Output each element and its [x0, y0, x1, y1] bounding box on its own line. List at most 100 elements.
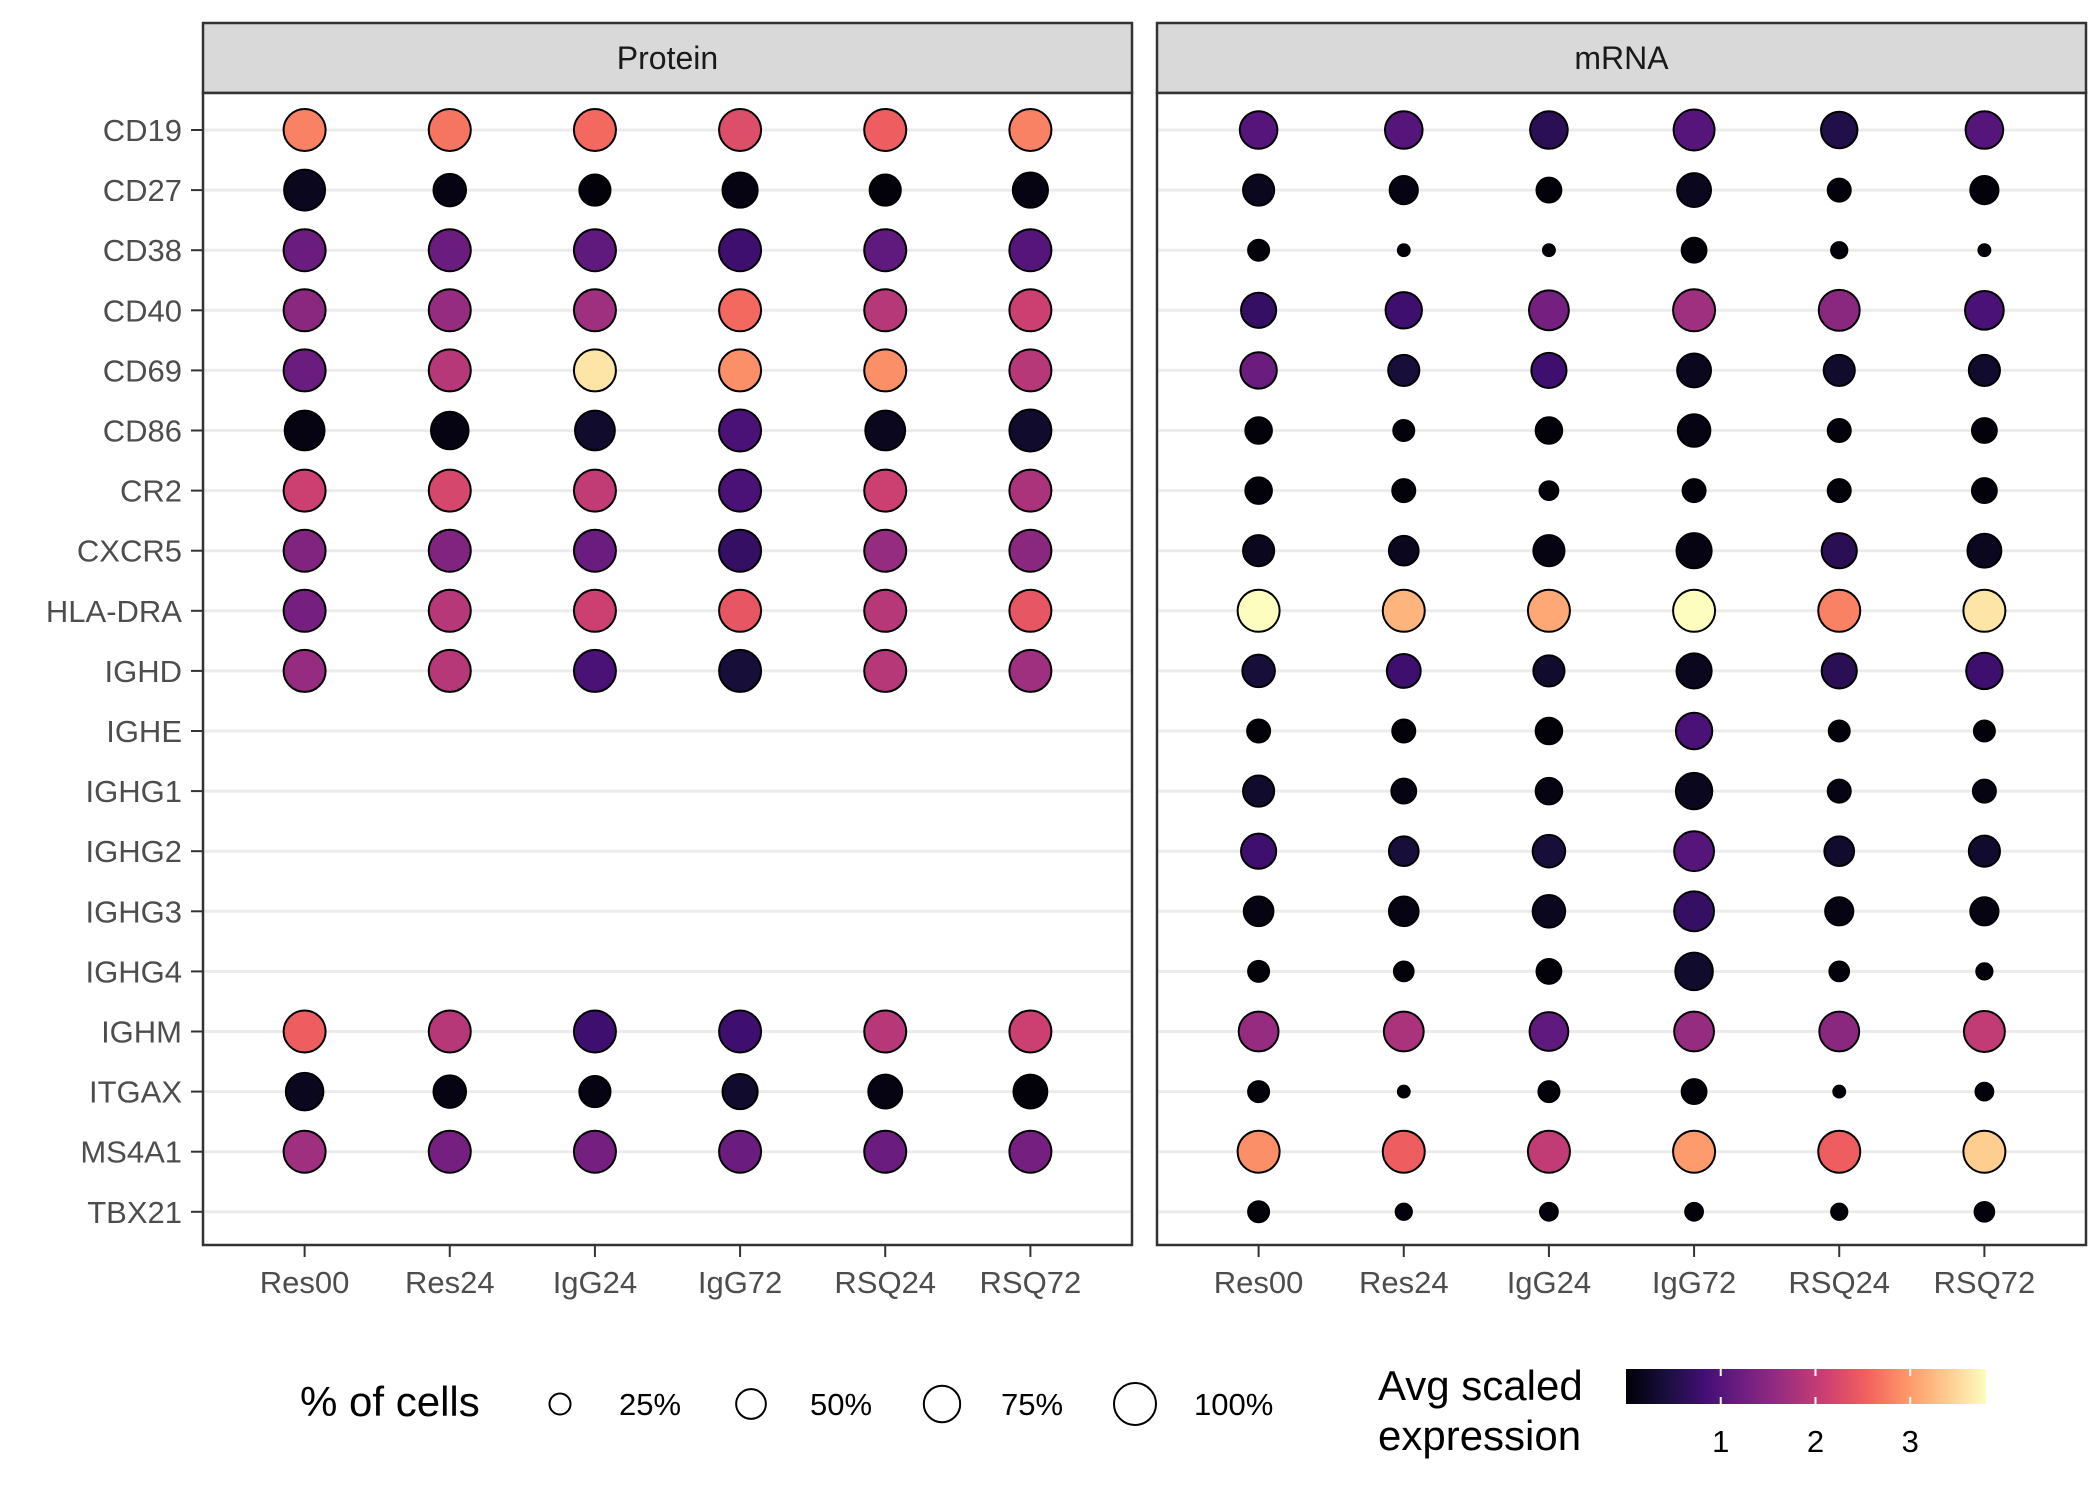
y-tick-label: CD40	[103, 293, 182, 328]
size-legend: % of cells 25% 50% 75% 100%	[300, 1378, 1273, 1426]
dot-mrna-cd38-rsq72	[1977, 243, 1992, 258]
dot-mrna-cxcr5-rsq72	[1966, 532, 2003, 569]
panel-mrna-plot-area	[1155, 91, 2088, 1247]
dot-protein-cd86-res24	[429, 410, 470, 451]
dot-mrna-ighg3-rsq72	[1969, 896, 2000, 927]
size-legend-circle	[922, 1384, 962, 1424]
dot-protein-cr2-rsq72	[1008, 468, 1053, 513]
dot-protein-itgax-rsq72	[1012, 1073, 1049, 1110]
size-legend-items: 25% 50% 75% 100%	[548, 1382, 1273, 1426]
dot-mrna-ighm-igg24	[1528, 1011, 1570, 1052]
dot-mrna-ighg4-igg24	[1535, 957, 1563, 985]
dot-protein-cd40-res00	[282, 288, 327, 333]
dot-mrna-ighm-res24	[1382, 1010, 1425, 1053]
dot-protein-itgax-rsq24	[867, 1073, 904, 1110]
dot-mrna-tbx21-igg72	[1684, 1201, 1704, 1222]
dot-mrna-cd19-res24	[1383, 110, 1424, 150]
color-legend-title-line2: expression	[1378, 1412, 1581, 1459]
dot-mrna-itgax-rsq72	[1974, 1081, 1995, 1102]
y-tick-label: CR2	[120, 474, 182, 509]
dot-mrna-cr2-res24	[1391, 478, 1417, 504]
y-tick-label: HLA-DRA	[46, 594, 182, 629]
y-tick-label: IGHD	[105, 654, 183, 689]
dot-mrna-ighg4-res00	[1247, 959, 1271, 983]
dot-protein-cd38-igg72	[718, 228, 763, 273]
y-axis-gene-labels: TBX21 MS4A1 ITGAX IGHM IGHG4 IGHG3 IGHG2 IGHG1 I…	[46, 113, 203, 1230]
dot-protein-hla-dra-res24	[427, 588, 472, 633]
size-legend-circle	[548, 1392, 572, 1416]
dot-mrna-ighg1-res00	[1242, 774, 1276, 808]
dot-protein-ms4a1-rsq72	[1008, 1129, 1053, 1174]
dot-mrna-cr2-igg72	[1681, 478, 1707, 504]
dot-mrna-cd86-igg24	[1534, 416, 1564, 445]
dot-protein-cd19-rsq72	[1008, 108, 1053, 152]
y-tick-label: MS4A1	[80, 1135, 182, 1170]
size-legend-label: 75%	[1001, 1387, 1063, 1422]
dot-protein-cd27-rsq24	[868, 173, 902, 207]
dot-protein-cd69-res24	[427, 348, 472, 393]
y-tick-label: CXCR5	[77, 534, 182, 569]
dot-protein-hla-dra-rsq72	[1008, 588, 1053, 633]
dot-mrna-cr2-igg24	[1538, 480, 1560, 501]
dot-mrna-ighg3-res24	[1387, 895, 1420, 928]
dot-mrna-ighg3-rsq24	[1824, 896, 1855, 927]
dot-mrna-tbx21-res00	[1247, 1200, 1271, 1224]
dot-mrna-ighm-rsq24	[1818, 1010, 1861, 1053]
panel-protein-x-tick-labels: Res00 Res24 IgG24 IgG72 RSQ24 RSQ72	[260, 1265, 1081, 1300]
dot-mrna-itgax-res00	[1247, 1080, 1271, 1104]
dot-mrna-cr2-rsq72	[1970, 477, 1998, 505]
panel-protein-dots	[282, 108, 1053, 1174]
dot-protein-cr2-res24	[427, 468, 472, 513]
dot-protein-hla-dra-res00	[282, 588, 327, 633]
dot-protein-cd86-rsq24	[864, 409, 907, 452]
dot-mrna-itgax-res24	[1396, 1084, 1411, 1099]
x-tick-label: Res00	[260, 1265, 350, 1300]
dot-mrna-cd27-res00	[1242, 173, 1276, 207]
dot-protein-cd40-rsq72	[1008, 288, 1053, 333]
color-legend: Avg scaled expression 1 2 3	[1378, 1362, 1986, 1459]
dot-mrna-cd27-igg72	[1676, 172, 1713, 209]
dot-mrna-ighg3-res00	[1242, 895, 1275, 928]
y-tick-label: CD19	[103, 113, 182, 148]
panel-protein-plot-area	[201, 91, 1134, 1247]
dot-mrna-ighg3-igg72	[1673, 890, 1715, 933]
panel-mrna-x-tick-marks	[1257, 1245, 1986, 1257]
dot-protein-cd38-rsq72	[1008, 228, 1053, 273]
dot-mrna-cd40-igg72	[1672, 288, 1717, 333]
size-legend-label: 100%	[1194, 1387, 1273, 1422]
dot-mrna-cxcr5-res24	[1387, 534, 1420, 567]
dot-protein-cd27-igg72	[721, 171, 759, 209]
dot-mrna-ighd-igg24	[1532, 654, 1566, 688]
dot-mrna-itgax-igg72	[1680, 1078, 1708, 1106]
x-tick-label: Res00	[1214, 1265, 1304, 1300]
dot-mrna-ighg1-rsq72	[1971, 778, 1997, 804]
dot-protein-cxcr5-igg72	[718, 528, 763, 573]
dot-protein-cd40-rsq24	[863, 288, 908, 333]
dot-protein-cd19-res00	[282, 108, 327, 152]
color-legend-tick-label: 2	[1807, 1424, 1824, 1459]
dot-protein-cxcr5-res24	[427, 528, 472, 573]
panel-mrna-x-tick-labels: Res00 Res24 IgG24 IgG72 RSQ24 RSQ72	[1214, 1265, 2035, 1300]
dot-protein-cd40-res24	[427, 288, 472, 333]
dot-mrna-cd38-rsq24	[1830, 241, 1849, 260]
y-tick-label: IGHG3	[86, 894, 182, 929]
panel-protein-x-tick-marks	[303, 1245, 1032, 1257]
dot-protein-cd19-igg72	[718, 108, 763, 152]
dot-protein-cr2-igg24	[572, 468, 617, 513]
dot-mrna-cd86-igg72	[1676, 413, 1712, 448]
dot-mrna-tbx21-res24	[1394, 1202, 1413, 1221]
dot-mrna-hla-dra-res24	[1381, 588, 1426, 633]
dot-mrna-ighm-igg72	[1673, 1010, 1715, 1053]
panel-mrna: mRNA Res00 Res24 IgG24 IgG72 RSQ24 RSQ72	[1155, 21, 2088, 1300]
dot-mrna-tbx21-igg24	[1539, 1201, 1559, 1222]
dot-mrna-cd86-rsq72	[1970, 417, 1998, 444]
dot-protein-ighd-res00	[282, 648, 327, 693]
dot-mrna-cd27-rsq24	[1826, 177, 1852, 203]
dot-mrna-cr2-res00	[1244, 476, 1273, 505]
x-tick-label: IgG72	[698, 1265, 782, 1300]
dot-mrna-ighg2-res24	[1387, 835, 1420, 868]
x-tick-label: RSQ24	[1788, 1265, 1890, 1300]
dot-mrna-cd19-rsq24	[1820, 110, 1859, 150]
dot-protein-cd19-rsq24	[863, 108, 908, 152]
dot-mrna-cd69-igg24	[1530, 351, 1568, 389]
